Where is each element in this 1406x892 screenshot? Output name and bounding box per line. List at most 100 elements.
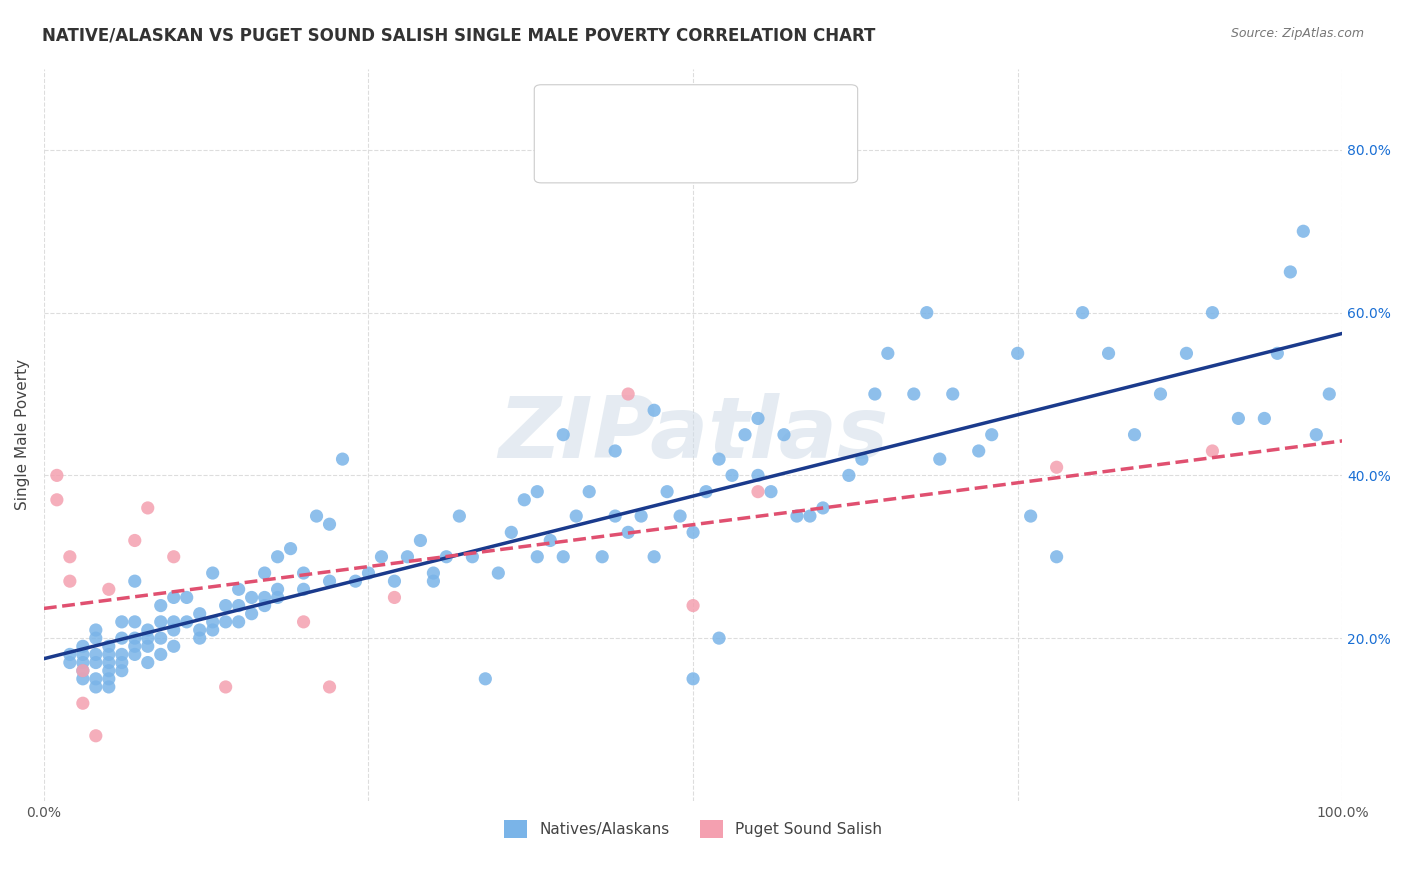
Point (240, 591, 263, 605)
Point (176, 591, 198, 605)
Point (876, 346, 898, 360)
Point (59, 574, 82, 589)
Point (240, 607, 263, 621)
Text: NATIVE/ALASKAN VS PUGET SOUND SALISH SINGLE MALE POVERTY CORRELATION CHART: NATIVE/ALASKAN VS PUGET SOUND SALISH SIN… (42, 27, 876, 45)
Point (538, 533, 561, 548)
Point (643, 403, 665, 417)
Point (136, 500, 159, 515)
Point (759, 484, 782, 499)
Point (838, 468, 860, 483)
Point (136, 623, 159, 637)
Point (214, 599, 236, 613)
Point (124, 648, 146, 662)
Point (1046, 549, 1069, 564)
Point (305, 509, 328, 524)
Point (163, 615, 186, 629)
Point (124, 574, 146, 589)
Point (721, 468, 744, 483)
Point (682, 599, 704, 613)
Point (578, 484, 600, 499)
Point (253, 591, 276, 605)
Point (474, 672, 496, 686)
Point (149, 631, 172, 645)
Point (1175, 346, 1198, 360)
Point (669, 509, 692, 524)
Text: ■: ■ (558, 102, 579, 121)
Point (188, 623, 211, 637)
Point (630, 509, 652, 524)
Point (513, 492, 536, 507)
Point (124, 615, 146, 629)
Point (97, 582, 120, 597)
Point (280, 541, 302, 556)
Point (851, 452, 873, 467)
Point (1227, 411, 1250, 425)
Point (163, 640, 186, 654)
Point (136, 640, 159, 654)
Point (707, 452, 730, 467)
Point (72, 696, 94, 710)
Point (266, 549, 288, 564)
Text: ■: ■ (558, 131, 579, 151)
Point (72, 648, 94, 662)
Point (422, 574, 444, 589)
Point (228, 615, 250, 629)
Point (928, 452, 950, 467)
Point (201, 615, 224, 629)
Point (384, 591, 406, 605)
Point (357, 566, 380, 580)
Point (72, 640, 94, 654)
Point (111, 615, 134, 629)
Point (655, 484, 678, 499)
Point (253, 566, 276, 580)
Point (1007, 346, 1029, 360)
Point (72, 664, 94, 678)
Point (201, 566, 224, 580)
Point (605, 509, 627, 524)
Text: 0.348: 0.348 (630, 134, 673, 148)
Point (111, 631, 134, 645)
Text: 20: 20 (735, 134, 759, 148)
Point (915, 305, 938, 319)
Point (136, 631, 159, 645)
Point (1123, 427, 1146, 442)
Point (97, 648, 120, 662)
Point (1292, 224, 1315, 238)
Point (942, 387, 965, 401)
Point (163, 549, 186, 564)
Point (84, 648, 107, 662)
Point (967, 444, 990, 458)
Point (72, 664, 94, 678)
Point (461, 549, 484, 564)
Point (1201, 305, 1223, 319)
Point (111, 664, 134, 678)
Point (434, 549, 457, 564)
Text: R =: R = (586, 134, 620, 148)
Point (318, 517, 340, 532)
Point (707, 631, 730, 645)
Point (734, 427, 756, 442)
Point (449, 509, 471, 524)
Point (292, 615, 315, 629)
Point (1265, 346, 1288, 360)
Point (773, 427, 796, 442)
Point (84, 672, 107, 686)
Text: R =: R = (586, 104, 620, 119)
Point (747, 468, 769, 483)
Point (163, 591, 186, 605)
Point (292, 566, 315, 580)
Point (799, 509, 821, 524)
Point (526, 484, 548, 499)
Point (188, 631, 211, 645)
Point (332, 452, 354, 467)
Point (591, 549, 613, 564)
Point (605, 444, 627, 458)
Point (318, 574, 340, 589)
Point (59, 656, 82, 670)
Point (863, 387, 886, 401)
Point (149, 599, 172, 613)
Point (72, 656, 94, 670)
Text: Source: ZipAtlas.com: Source: ZipAtlas.com (1230, 27, 1364, 40)
Point (370, 549, 392, 564)
Point (111, 656, 134, 670)
